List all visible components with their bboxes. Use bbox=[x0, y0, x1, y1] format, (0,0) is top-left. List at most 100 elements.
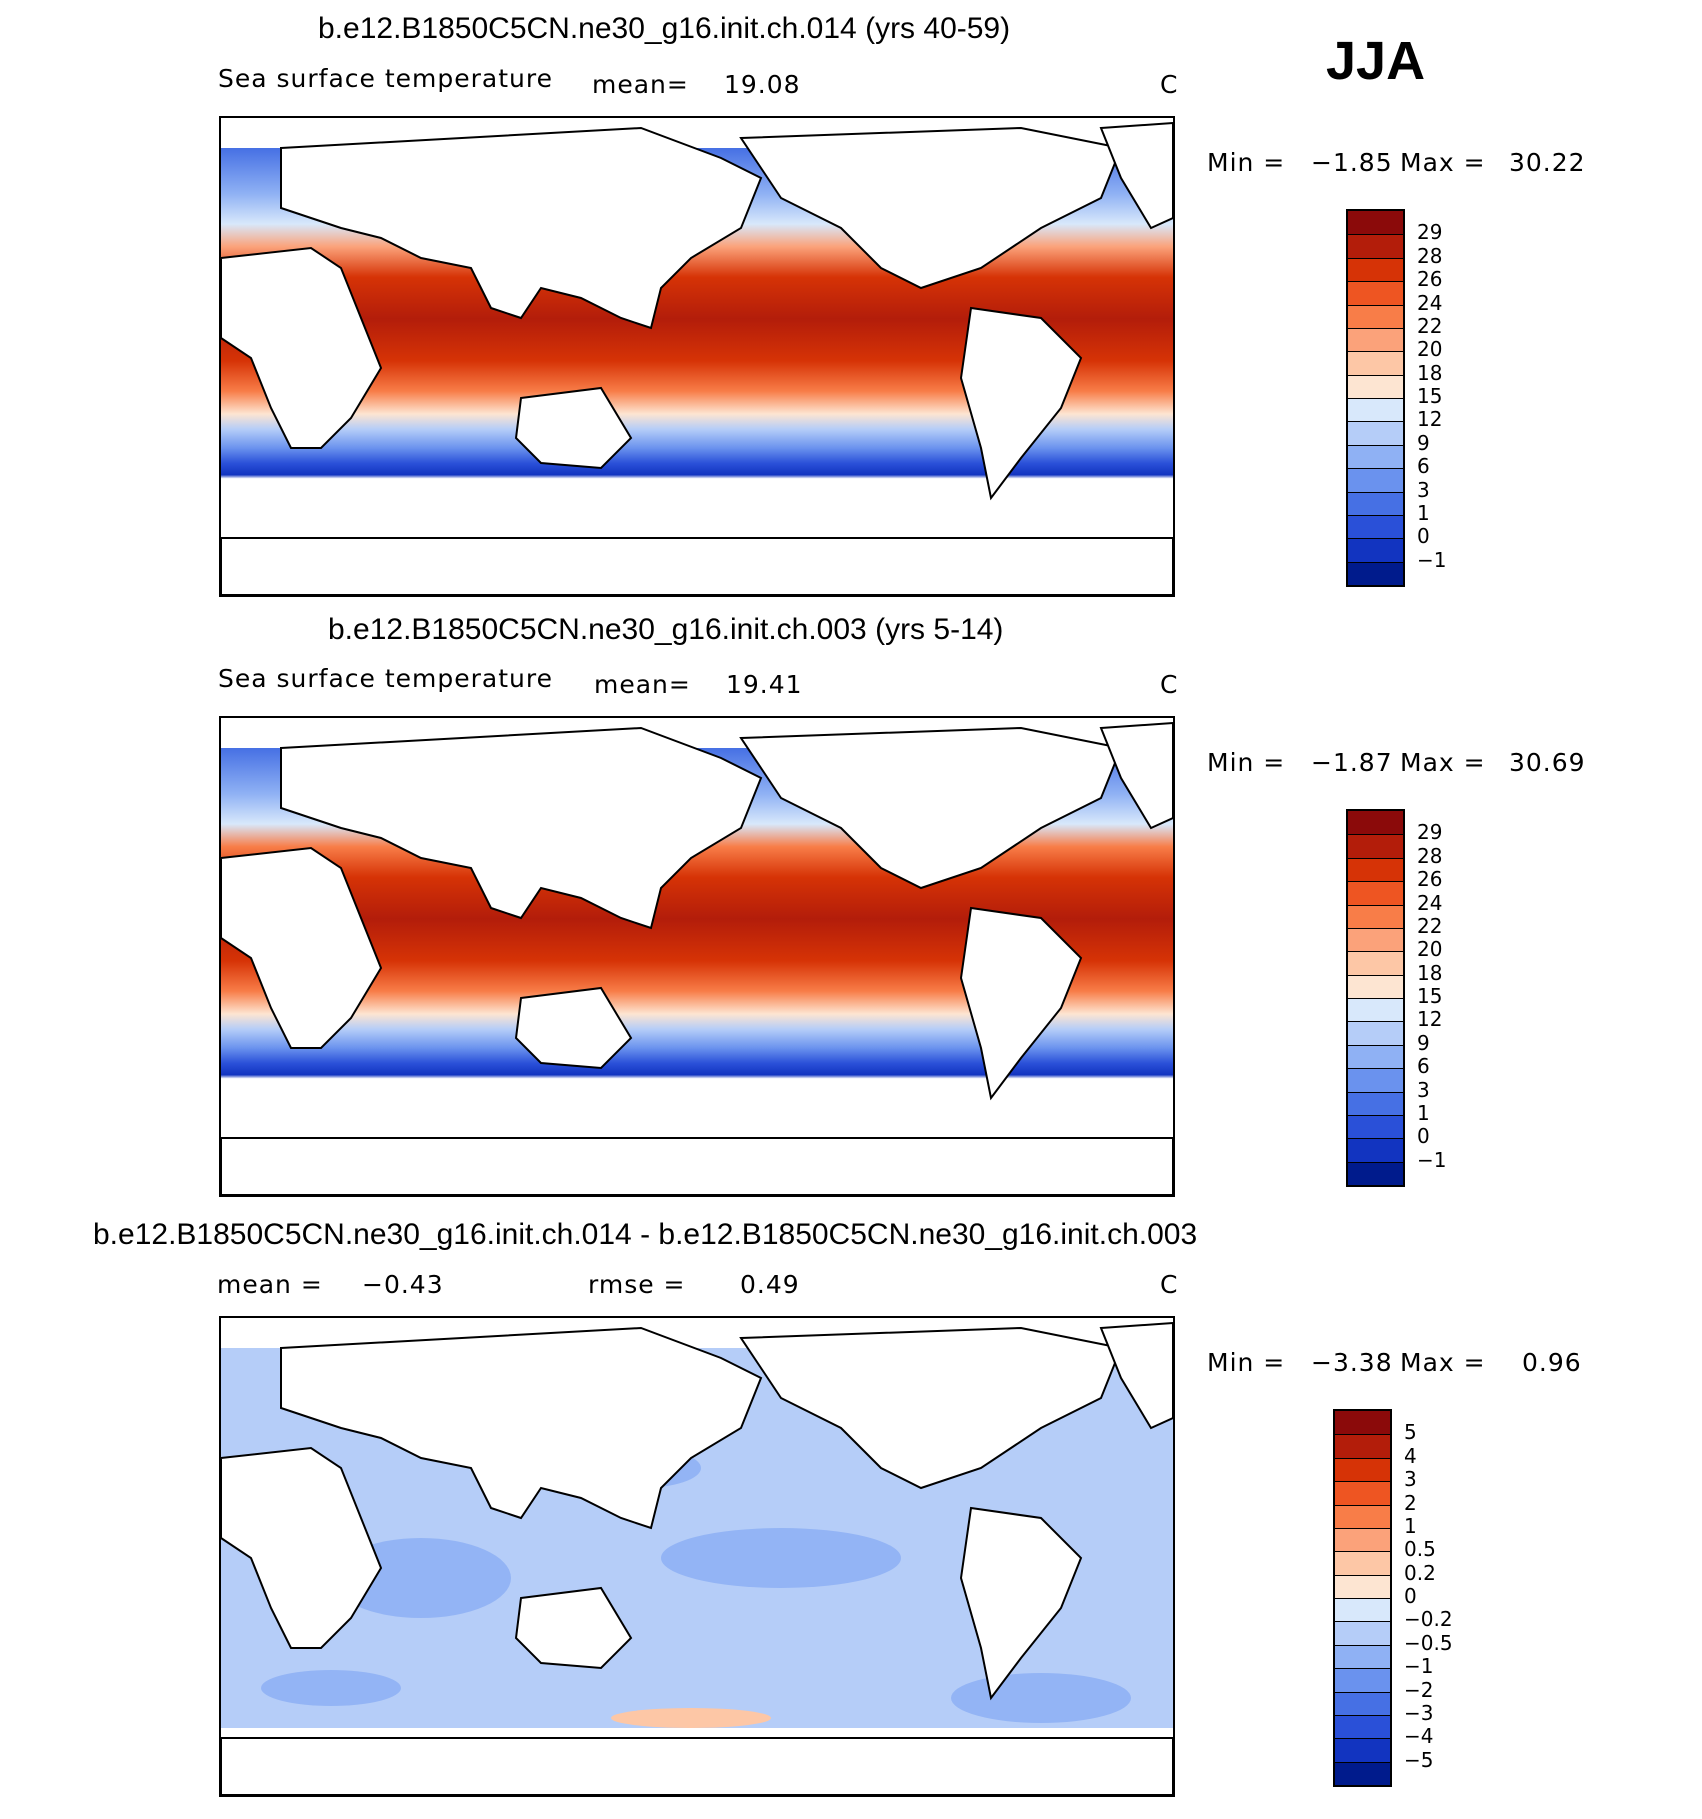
colorbar-label: 0.5 bbox=[1404, 1537, 1436, 1562]
colorbar-label: 1 bbox=[1404, 1513, 1417, 1538]
panel-3-units: C bbox=[1160, 1270, 1179, 1299]
colorbar-label: 18 bbox=[1417, 360, 1443, 385]
colorbar-segment bbox=[1348, 834, 1403, 858]
panel-1-mean-label: mean= bbox=[592, 70, 689, 99]
panel-2-min-value: −1.87 bbox=[1311, 748, 1393, 777]
colorbar-label: 0 bbox=[1417, 524, 1430, 549]
colorbar-label: −1 bbox=[1417, 1147, 1447, 1172]
colorbar-segment bbox=[1348, 951, 1403, 975]
colorbar-segment bbox=[1335, 1527, 1390, 1552]
colorbar-segment bbox=[1348, 1114, 1403, 1139]
colorbar-segment bbox=[1348, 468, 1403, 492]
colorbar-label: 24 bbox=[1417, 290, 1443, 315]
panel-1-map bbox=[219, 116, 1175, 597]
colorbar-label: −2 bbox=[1404, 1677, 1434, 1702]
colorbar-segment bbox=[1335, 1457, 1390, 1482]
colorbar-label: 6 bbox=[1417, 454, 1430, 479]
panel-3-rmse-label: rmse = bbox=[588, 1270, 686, 1299]
colorbar-segment bbox=[1348, 1161, 1403, 1185]
colorbar-segment bbox=[1348, 491, 1403, 515]
colorbar-segment bbox=[1335, 1644, 1390, 1669]
panel-2-max-value: 30.69 bbox=[1509, 748, 1586, 777]
colorbar-segment bbox=[1335, 1481, 1390, 1505]
colorbar-segment bbox=[1348, 881, 1403, 905]
colorbar-segment bbox=[1348, 974, 1403, 998]
colorbar-label: 15 bbox=[1417, 384, 1443, 408]
colorbar-segment bbox=[1348, 281, 1403, 305]
colorbar-segment bbox=[1348, 927, 1403, 952]
panel-3-title: b.e12.B1850C5CN.ne30_g16.init.ch.014 - b… bbox=[93, 1218, 1198, 1251]
colorbar-label: 20 bbox=[1417, 337, 1443, 362]
colorbar-label: 1 bbox=[1417, 500, 1430, 525]
colorbar-segment bbox=[1348, 1138, 1403, 1162]
colorbar-segment bbox=[1348, 327, 1403, 352]
colorbar-label: 15 bbox=[1417, 984, 1443, 1008]
panel-3-rmse-value: 0.49 bbox=[740, 1270, 800, 1299]
colorbar-segment bbox=[1348, 904, 1403, 928]
colorbar-segment bbox=[1348, 514, 1403, 539]
colorbar-segment bbox=[1348, 1068, 1403, 1092]
panel-2-title: b.e12.B1850C5CN.ne30_g16.init.ch.003 (yr… bbox=[328, 613, 1004, 646]
colorbar-label: 0 bbox=[1404, 1584, 1417, 1608]
panel-1-units: C bbox=[1160, 70, 1179, 99]
colorbar-label: −1 bbox=[1417, 547, 1447, 572]
panel-3-mean-label: mean = bbox=[217, 1270, 323, 1299]
colorbar-segment bbox=[1335, 1598, 1390, 1622]
panel-2-min-label: Min = bbox=[1207, 748, 1286, 777]
panel-1-title: b.e12.B1850C5CN.ne30_g16.init.ch.014 (yr… bbox=[318, 12, 1011, 45]
colorbar-segment bbox=[1348, 538, 1403, 562]
panel-2-units: C bbox=[1160, 670, 1179, 699]
colorbar-label: −5 bbox=[1404, 1747, 1434, 1772]
colorbar-segment bbox=[1348, 857, 1403, 882]
colorbar-segment bbox=[1335, 1668, 1390, 1692]
colorbar-label: 28 bbox=[1417, 843, 1443, 868]
colorbar-label: 24 bbox=[1417, 890, 1443, 915]
colorbar-label: 3 bbox=[1417, 477, 1430, 502]
colorbar-segment bbox=[1348, 211, 1403, 235]
colorbar-segment bbox=[1335, 1761, 1390, 1785]
colorbar-segment bbox=[1348, 1044, 1403, 1069]
colorbar-segment bbox=[1335, 1621, 1390, 1645]
colorbar-segment bbox=[1348, 351, 1403, 375]
colorbar-label: 3 bbox=[1404, 1467, 1417, 1492]
colorbar-segment bbox=[1348, 998, 1403, 1022]
colorbar-label: 22 bbox=[1417, 913, 1443, 938]
colorbar-label: 6 bbox=[1417, 1054, 1430, 1079]
colorbar-label: 29 bbox=[1417, 220, 1443, 245]
colorbar-label: −1 bbox=[1404, 1654, 1434, 1679]
colorbar-label: 18 bbox=[1417, 960, 1443, 985]
colorbar-segment bbox=[1348, 811, 1403, 835]
colorbar-label: 5 bbox=[1404, 1420, 1417, 1445]
colorbar-segment bbox=[1335, 1504, 1390, 1528]
colorbar-label: 0.2 bbox=[1404, 1560, 1436, 1585]
panel-2-map-svg bbox=[221, 721, 1173, 1195]
colorbar-label: 0 bbox=[1417, 1124, 1430, 1149]
colorbar-segment bbox=[1348, 444, 1403, 469]
colorbar-segment bbox=[1348, 374, 1403, 398]
panel-1-map-svg bbox=[221, 121, 1173, 595]
panel-3-colorbar bbox=[1333, 1409, 1392, 1787]
colorbar-segment bbox=[1348, 398, 1403, 422]
colorbar-label: 1 bbox=[1417, 1100, 1430, 1125]
panel-1-variable: Sea surface temperature bbox=[218, 64, 553, 93]
panel-2-max-label: Max = bbox=[1400, 748, 1486, 777]
panel-1-min-label: Min = bbox=[1207, 148, 1286, 177]
colorbar-label: 20 bbox=[1417, 937, 1443, 962]
colorbar-label: 28 bbox=[1417, 243, 1443, 268]
season-label: JJA bbox=[1326, 31, 1426, 91]
colorbar-segment bbox=[1348, 234, 1403, 258]
panel-1-max-value: 30.22 bbox=[1509, 148, 1586, 177]
colorbar-label: −4 bbox=[1404, 1724, 1434, 1749]
colorbar-label: 26 bbox=[1417, 267, 1443, 292]
panel-3-map bbox=[219, 1316, 1175, 1797]
colorbar-label: 9 bbox=[1417, 430, 1430, 455]
colorbar-segment bbox=[1348, 421, 1403, 445]
panel-1-colorbar bbox=[1346, 209, 1405, 587]
colorbar-segment bbox=[1335, 1411, 1390, 1435]
colorbar-label: 22 bbox=[1417, 313, 1443, 338]
colorbar-segment bbox=[1348, 304, 1403, 328]
colorbar-segment bbox=[1348, 561, 1403, 585]
colorbar-label: −0.5 bbox=[1404, 1630, 1453, 1655]
colorbar-segment bbox=[1348, 1091, 1403, 1115]
panel-1-max-label: Max = bbox=[1400, 148, 1486, 177]
